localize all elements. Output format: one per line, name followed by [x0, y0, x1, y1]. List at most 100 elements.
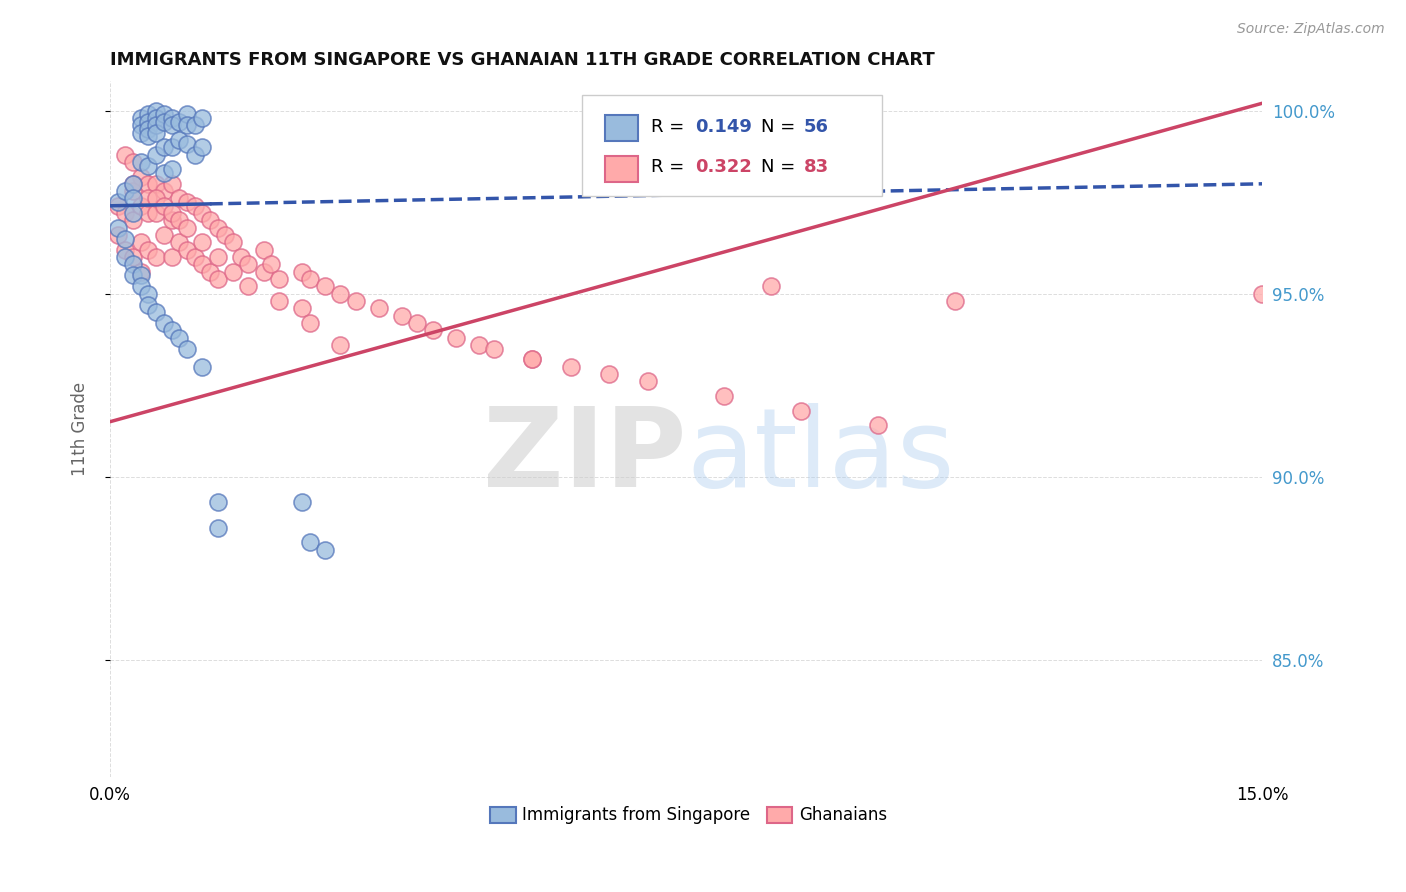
Point — [145, 103, 167, 118]
Point — [198, 265, 221, 279]
Point — [145, 118, 167, 132]
Point — [229, 250, 252, 264]
Point — [560, 359, 582, 374]
Text: 0.322: 0.322 — [696, 159, 752, 177]
Point — [153, 107, 176, 121]
Text: N =: N = — [761, 118, 801, 136]
Point — [291, 495, 314, 509]
Point — [129, 235, 152, 250]
Point — [138, 191, 160, 205]
Point — [183, 118, 205, 132]
Text: IMMIGRANTS FROM SINGAPORE VS GHANAIAN 11TH GRADE CORRELATION CHART: IMMIGRANTS FROM SINGAPORE VS GHANAIAN 11… — [110, 51, 935, 69]
Point — [344, 293, 367, 308]
Point — [222, 265, 245, 279]
Point — [191, 140, 214, 154]
Text: 83: 83 — [804, 159, 828, 177]
Point — [598, 367, 620, 381]
Point — [114, 184, 136, 198]
Point — [207, 521, 229, 535]
Point — [222, 235, 245, 250]
Point — [191, 206, 214, 220]
Point — [122, 250, 145, 264]
Point — [122, 257, 145, 271]
Point — [422, 323, 444, 337]
Point — [122, 177, 145, 191]
Point — [238, 279, 260, 293]
Text: ZIP: ZIP — [482, 403, 686, 510]
Bar — [606, 156, 638, 182]
Point — [129, 111, 152, 125]
Point — [145, 206, 167, 220]
Point — [145, 250, 167, 264]
Point — [107, 199, 129, 213]
Point — [122, 154, 145, 169]
Text: Ghanaians: Ghanaians — [799, 806, 887, 824]
Point — [145, 111, 167, 125]
Point — [145, 126, 167, 140]
Point — [298, 535, 321, 549]
Point — [291, 301, 314, 316]
Point — [253, 265, 276, 279]
Point — [138, 177, 160, 191]
Point — [207, 495, 229, 509]
Point — [191, 111, 214, 125]
Text: 0.149: 0.149 — [696, 118, 752, 136]
Point — [160, 111, 183, 125]
Point — [122, 213, 145, 227]
Point — [129, 118, 152, 132]
Point — [138, 122, 160, 136]
Point — [183, 147, 205, 161]
Point — [114, 250, 136, 264]
Point — [167, 213, 190, 227]
Point — [522, 352, 544, 367]
Point — [329, 286, 352, 301]
Point — [160, 323, 183, 337]
Point — [138, 129, 160, 144]
Point — [868, 418, 890, 433]
Point — [160, 213, 183, 227]
Text: atlas: atlas — [686, 403, 955, 510]
Point — [107, 228, 129, 243]
Point — [207, 250, 229, 264]
Point — [160, 177, 183, 191]
Point — [138, 206, 160, 220]
Point — [145, 191, 167, 205]
Point — [943, 293, 966, 308]
Point — [298, 272, 321, 286]
Text: 56: 56 — [804, 118, 828, 136]
Point — [637, 375, 659, 389]
Point — [114, 147, 136, 161]
Point — [214, 228, 236, 243]
Point — [153, 316, 176, 330]
Point — [713, 389, 735, 403]
Point — [176, 243, 198, 257]
Text: N =: N = — [761, 159, 801, 177]
Point — [138, 243, 160, 257]
Point — [107, 195, 129, 210]
Point — [114, 243, 136, 257]
Point — [122, 177, 145, 191]
Point — [153, 166, 176, 180]
Point — [129, 268, 152, 283]
Point — [176, 118, 198, 132]
Point — [167, 330, 190, 344]
Point — [129, 169, 152, 184]
FancyBboxPatch shape — [582, 95, 882, 196]
Point — [167, 235, 190, 250]
Text: Source: ZipAtlas.com: Source: ZipAtlas.com — [1237, 22, 1385, 37]
Point — [267, 293, 290, 308]
Point — [138, 159, 160, 173]
Point — [153, 114, 176, 128]
Point — [160, 140, 183, 154]
Y-axis label: 11th Grade: 11th Grade — [72, 382, 89, 476]
Point — [260, 257, 283, 271]
Point — [114, 232, 136, 246]
Point — [176, 136, 198, 151]
Point — [129, 154, 152, 169]
Point — [176, 342, 198, 356]
Point — [153, 228, 176, 243]
Point — [314, 542, 336, 557]
Point — [138, 297, 160, 311]
Point — [444, 330, 467, 344]
Point — [107, 220, 129, 235]
